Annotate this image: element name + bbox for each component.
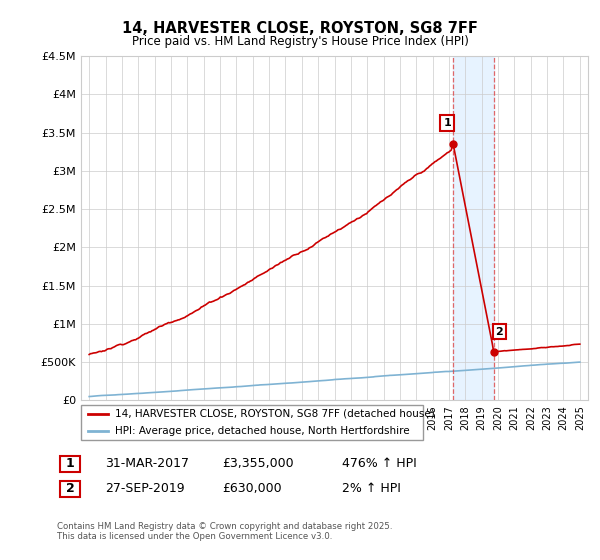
Text: 476% ↑ HPI: 476% ↑ HPI xyxy=(342,457,417,470)
Text: 14, HARVESTER CLOSE, ROYSTON, SG8 7FF (detached house): 14, HARVESTER CLOSE, ROYSTON, SG8 7FF (d… xyxy=(115,409,435,419)
Text: 27-SEP-2019: 27-SEP-2019 xyxy=(105,482,185,496)
Text: HPI: Average price, detached house, North Hertfordshire: HPI: Average price, detached house, Nort… xyxy=(115,426,410,436)
Bar xyxy=(453,56,494,400)
Text: 2: 2 xyxy=(65,482,74,496)
Text: £3,355,000: £3,355,000 xyxy=(222,457,293,470)
Text: 14, HARVESTER CLOSE, ROYSTON, SG8 7FF: 14, HARVESTER CLOSE, ROYSTON, SG8 7FF xyxy=(122,21,478,36)
Text: 2: 2 xyxy=(496,326,503,337)
Text: 1: 1 xyxy=(443,118,451,128)
Text: 2% ↑ HPI: 2% ↑ HPI xyxy=(342,482,401,496)
Text: Price paid vs. HM Land Registry's House Price Index (HPI): Price paid vs. HM Land Registry's House … xyxy=(131,35,469,48)
Text: £630,000: £630,000 xyxy=(222,482,281,496)
Text: Contains HM Land Registry data © Crown copyright and database right 2025.
This d: Contains HM Land Registry data © Crown c… xyxy=(57,522,392,542)
Text: 1: 1 xyxy=(65,457,74,470)
FancyBboxPatch shape xyxy=(81,405,423,440)
Text: 31-MAR-2017: 31-MAR-2017 xyxy=(105,457,189,470)
